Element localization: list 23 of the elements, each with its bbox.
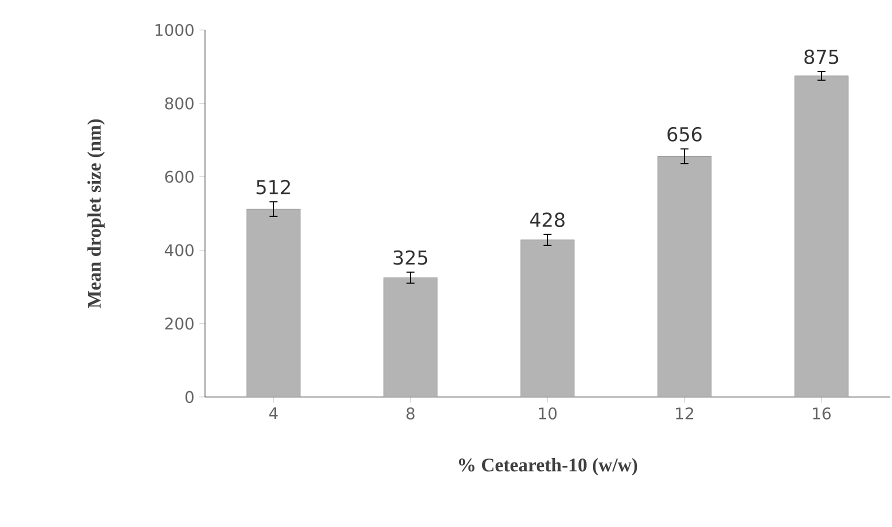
bar: [520, 240, 574, 398]
y-tick-label: 800: [165, 97, 194, 110]
bar: [246, 208, 300, 398]
data-label: 428: [530, 212, 564, 228]
x-tick-label: 10: [539, 407, 557, 420]
y-tick-label: 0: [185, 390, 194, 404]
y-tick-label: 1000: [156, 24, 194, 36]
data-label: 325: [394, 250, 428, 265]
x-tick-label: 16: [813, 407, 831, 420]
x-tick-label: 4: [269, 407, 278, 420]
y-axis-title: Mean droplet size (nm): [87, 119, 105, 308]
y-tick-label: 200: [165, 318, 194, 330]
data-label: 875: [804, 50, 838, 64]
bar: [658, 156, 712, 398]
x-axis-title: % Ceteareth-10 (w/w): [459, 458, 638, 476]
data-label: 656: [668, 127, 702, 142]
y-tick-label: 400: [164, 244, 194, 256]
y-tick-label: 600: [165, 170, 194, 183]
bar: [794, 76, 848, 398]
data-label: 512: [256, 180, 290, 194]
bar: [384, 277, 438, 398]
x-tick-label: 8: [406, 407, 414, 420]
x-tick-label: 12: [676, 407, 694, 420]
